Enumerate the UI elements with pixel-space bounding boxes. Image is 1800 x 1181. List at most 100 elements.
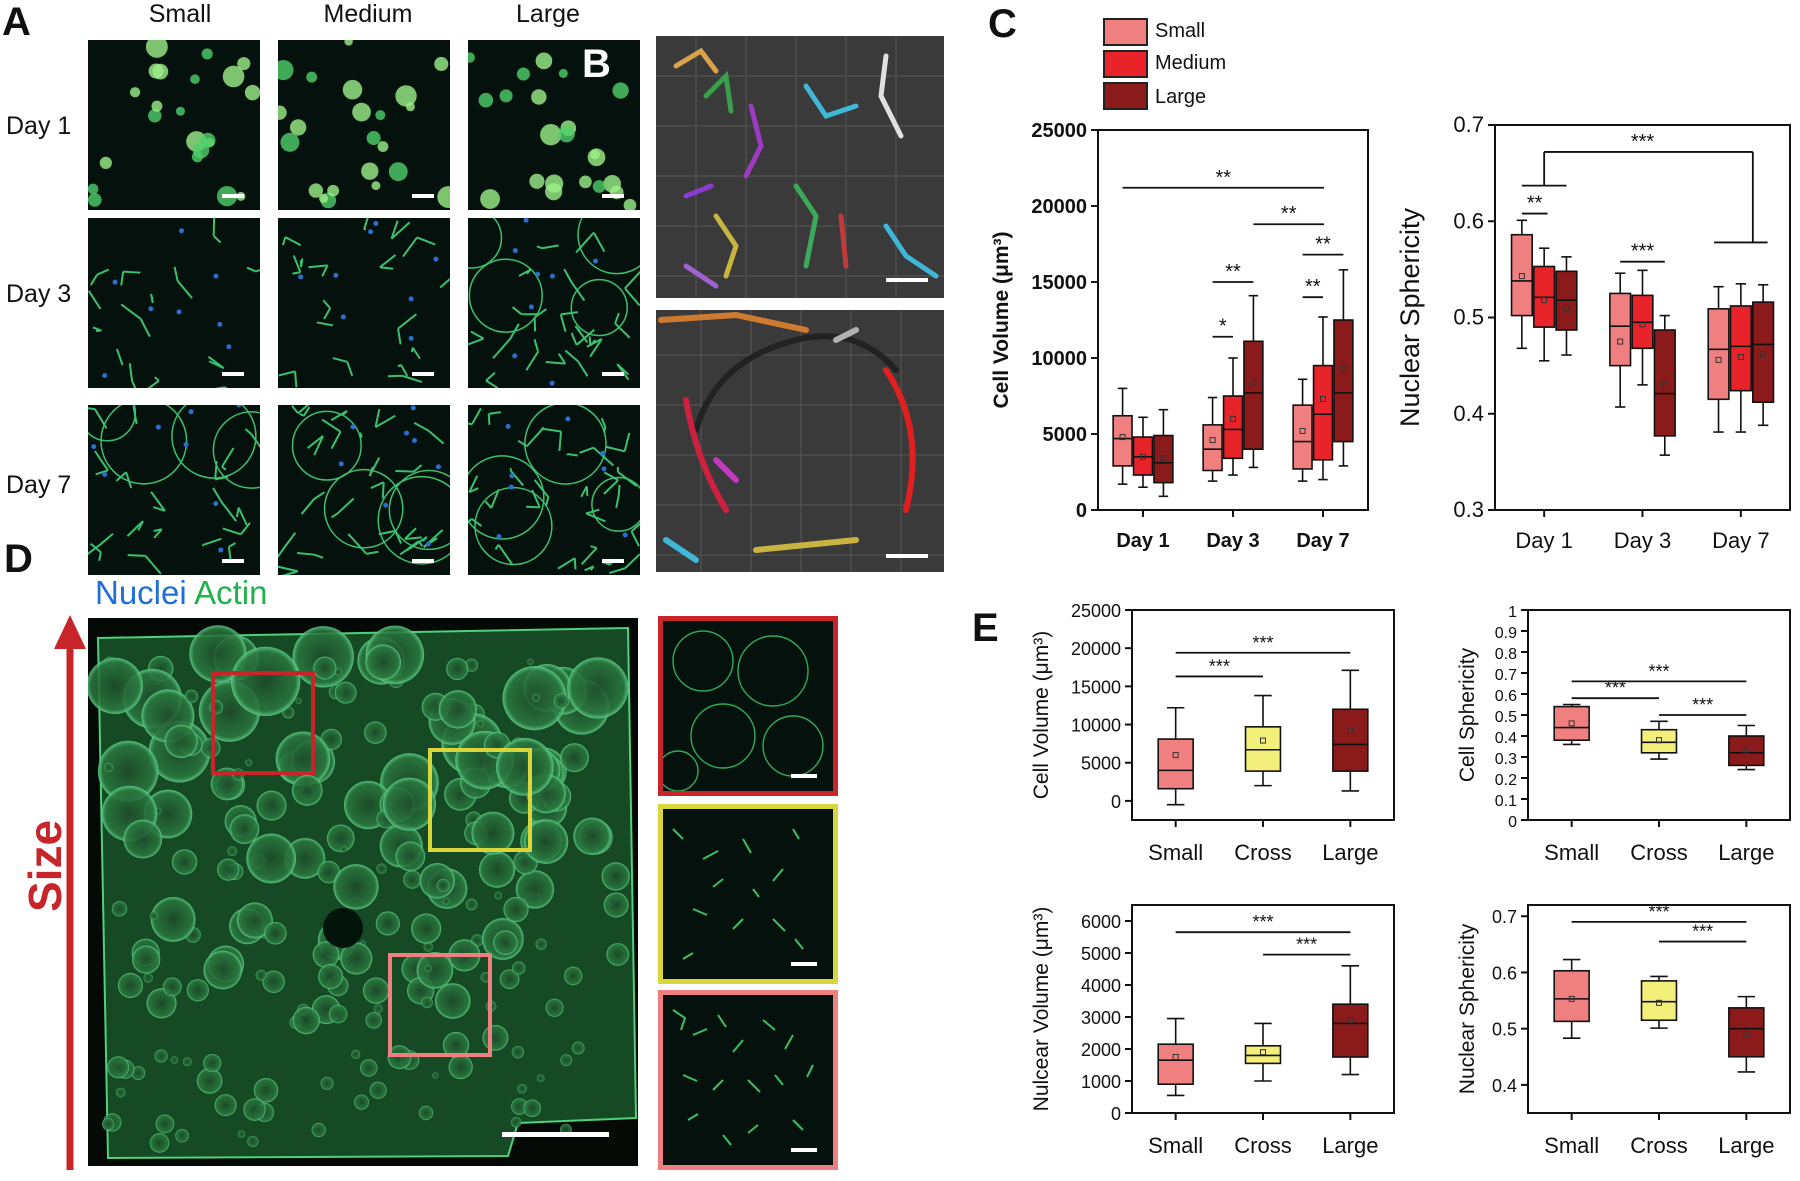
pore	[170, 1056, 179, 1064]
nucleus	[91, 444, 97, 450]
pore	[403, 870, 422, 889]
nucleus	[333, 272, 339, 278]
x-tick-label: Small	[1148, 1133, 1203, 1158]
roi-large[interactable]	[211, 671, 315, 775]
micrograph-tile	[468, 218, 640, 388]
panel-label-d: D	[4, 537, 33, 581]
pore	[448, 1054, 473, 1080]
y-tick-label: 0.7	[1492, 907, 1517, 927]
pore	[117, 972, 143, 999]
nucleus	[213, 273, 219, 279]
size-label: Size	[19, 819, 71, 912]
pore-ring	[388, 469, 450, 551]
cell-process	[153, 528, 163, 539]
cell-process	[120, 270, 141, 286]
scale-bar	[791, 774, 817, 778]
pore	[517, 1083, 527, 1094]
y-tick-label: 0	[1111, 792, 1121, 812]
cell-process	[525, 339, 540, 371]
cell-process	[468, 407, 482, 426]
y-axis-label: Nulcear Volume (μm³)	[1030, 907, 1053, 1112]
cell-process	[586, 338, 603, 358]
cell-blob	[587, 148, 606, 167]
nucleus	[528, 304, 534, 310]
y-tick-label: 0.4	[1453, 401, 1484, 426]
pore	[149, 1133, 170, 1153]
mean-marker	[1656, 999, 1662, 1006]
pore	[438, 690, 478, 729]
pore-ring	[524, 405, 607, 485]
pore	[107, 1056, 130, 1079]
x-tick-label: Day 7	[1296, 530, 1349, 552]
cell-process	[485, 372, 499, 388]
pore	[189, 625, 247, 683]
mean-marker	[1230, 415, 1236, 422]
x-tick-label: Large	[1322, 840, 1378, 865]
pore	[493, 930, 518, 955]
pore	[146, 988, 177, 1019]
cell-process	[584, 565, 595, 572]
pore	[499, 969, 520, 990]
pore	[511, 1098, 528, 1115]
pore	[123, 819, 163, 859]
cell-process	[94, 450, 109, 476]
cell-process	[292, 255, 302, 275]
cell-process	[297, 551, 324, 559]
pore	[442, 897, 450, 905]
x-tick-label: Day 3	[1206, 530, 1259, 552]
pore	[227, 846, 238, 856]
nucleus	[226, 344, 232, 350]
y-tick-label: 0.3	[1495, 751, 1517, 768]
pore	[245, 759, 253, 767]
pore	[423, 942, 433, 952]
pore	[494, 891, 503, 900]
y-tick-label: 0.5	[1495, 709, 1517, 726]
cell-process	[468, 330, 485, 346]
x-tick-label: Day 1	[1116, 530, 1169, 552]
y-tick-label: 10000	[1031, 348, 1087, 370]
render-3d-top	[656, 36, 944, 298]
pore	[317, 860, 340, 884]
box	[1728, 1007, 1765, 1058]
y-tick-label: 0	[1076, 500, 1087, 522]
mean-marker	[1568, 995, 1575, 1002]
inset-cross	[658, 804, 838, 984]
cell-process	[88, 532, 114, 555]
cell-blob	[151, 100, 163, 112]
cell-process	[212, 487, 237, 522]
cell-process	[370, 481, 385, 499]
pore	[418, 1105, 434, 1121]
micrograph-tile	[468, 405, 640, 575]
box	[1312, 364, 1334, 461]
nucleus	[523, 218, 529, 223]
micrograph-tile	[278, 405, 450, 575]
box	[1332, 1003, 1369, 1058]
cell-process	[575, 231, 606, 254]
nucleus	[148, 306, 154, 312]
cell-process	[570, 329, 595, 346]
cell-blob	[558, 68, 568, 78]
pore	[382, 777, 437, 831]
mean-marker	[1320, 396, 1326, 403]
x-tick-label: Large	[1718, 1133, 1774, 1158]
scale-bar	[502, 1132, 609, 1137]
cell-process	[585, 508, 606, 523]
box	[1752, 301, 1775, 404]
pore	[523, 1099, 542, 1118]
nucleus	[338, 461, 344, 467]
pore	[442, 1031, 470, 1059]
cell-blob	[175, 106, 185, 116]
pore-ring	[212, 411, 260, 489]
pore	[527, 658, 534, 665]
nucleus	[601, 466, 607, 472]
roi-small[interactable]	[388, 953, 492, 1057]
cell-process	[605, 432, 631, 453]
pore	[375, 911, 400, 936]
significance-label: **	[1216, 167, 1232, 189]
x-tick-label: Day 3	[1614, 528, 1671, 553]
cell-process	[404, 527, 422, 541]
pore	[369, 1081, 387, 1099]
roi-cross[interactable]	[428, 748, 532, 852]
pore	[326, 824, 355, 853]
cell-process	[468, 475, 479, 494]
